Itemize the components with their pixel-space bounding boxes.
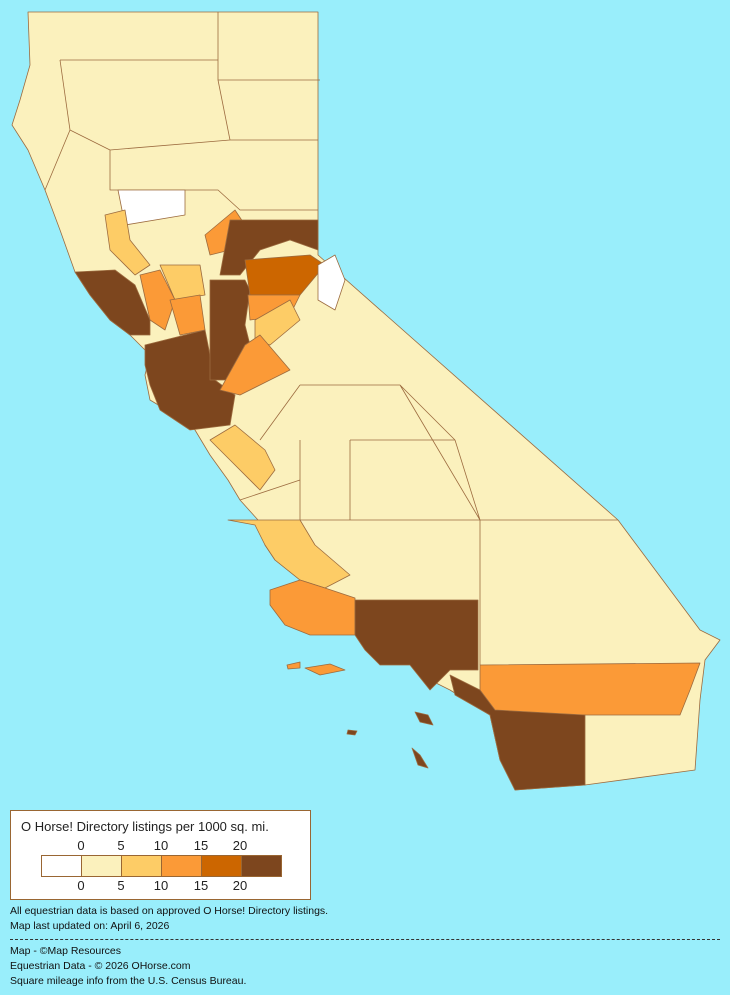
legend-tick-bottom: 15 [193, 878, 209, 893]
legend-swatch [42, 856, 82, 876]
legend-swatch [162, 856, 202, 876]
county-yolo [139, 269, 176, 331]
channel-islands [304, 663, 346, 676]
legend-swatch [242, 856, 281, 876]
county-los-angeles [354, 599, 479, 691]
data-note: All equestrian data is based on approved… [10, 905, 329, 917]
county-san-benito [209, 424, 276, 491]
county-alpine [317, 254, 346, 311]
legend-tick-bottom: 20 [232, 878, 248, 893]
map-credit: Map - ©Map Resources [10, 945, 122, 957]
legend-tick-top: 5 [117, 838, 125, 853]
legend-tick-bottom: 10 [153, 878, 169, 893]
county-el-dorado [244, 254, 326, 296]
county-borders [44, 12, 618, 786]
california-county-map [11, 11, 721, 791]
county-riverside [479, 662, 701, 716]
legend-swatch [82, 856, 122, 876]
data-credit: Equestrian Data - © 2026 OHorse.com [10, 960, 191, 972]
county-san-diego [449, 674, 586, 791]
legend-swatch [122, 856, 162, 876]
county-north-bay [74, 269, 151, 336]
divider [10, 939, 720, 940]
island [414, 711, 434, 726]
county-calaveras [254, 299, 301, 346]
legend-tick-bottom: 0 [77, 878, 85, 893]
county-lake [104, 209, 151, 276]
channel-islands [286, 661, 301, 670]
map-legend: O Horse! Directory listings per 1000 sq.… [10, 810, 311, 900]
island [411, 747, 429, 769]
county-stanislaus [219, 334, 291, 396]
legend-color-scale [41, 855, 282, 877]
legend-tick-bottom: 5 [117, 878, 125, 893]
county-nevada-placer [219, 219, 319, 276]
legend-title: O Horse! Directory listings per 1000 sq.… [21, 819, 269, 834]
legend-tick-top: 0 [77, 838, 85, 853]
legend-tick-top: 15 [193, 838, 209, 853]
update-date: Map last updated on: April 6, 2026 [10, 920, 170, 932]
legend-tick-top: 20 [232, 838, 248, 853]
legend-tick-top: 10 [153, 838, 169, 853]
island [346, 729, 358, 736]
census-credit: Square mileage info from the U.S. Census… [10, 975, 247, 987]
county-sutter [159, 264, 206, 301]
legend-swatch [202, 856, 242, 876]
